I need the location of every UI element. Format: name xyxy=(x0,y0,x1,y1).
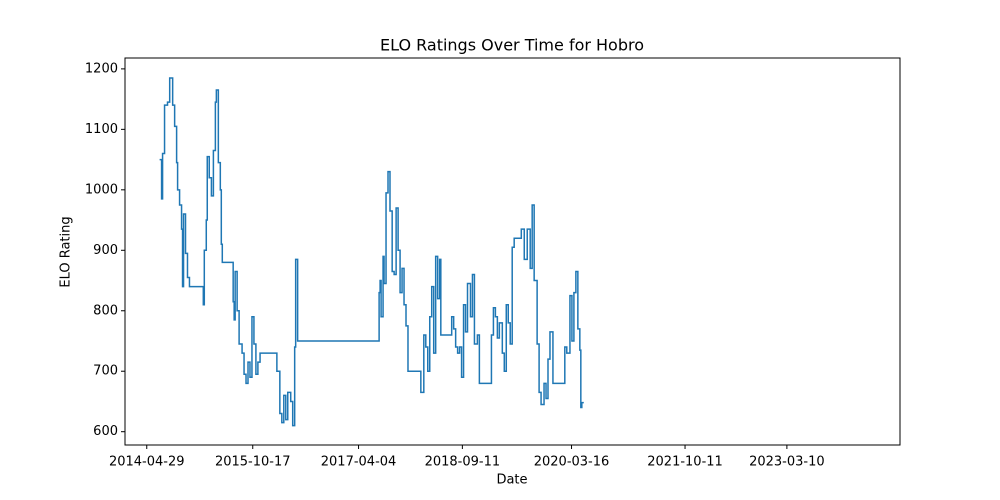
x-axis-label: Date xyxy=(496,473,527,488)
y-tick-label: 1000 xyxy=(85,182,118,197)
y-tick-label: 1100 xyxy=(85,122,118,137)
x-tick-label: 2020-03-16 xyxy=(534,455,610,470)
x-tick-label: 2014-04-29 xyxy=(109,455,185,470)
y-tick-label: 600 xyxy=(93,424,118,439)
rating-line xyxy=(159,77,584,427)
chart-title: ELO Ratings Over Time for Hobro xyxy=(380,36,644,55)
y-tick-label: 800 xyxy=(93,303,118,318)
x-tick-label: 2018-09-11 xyxy=(425,455,501,470)
x-tick-label: 2023-03-10 xyxy=(749,455,825,470)
y-axis-label: ELO Rating xyxy=(59,216,74,287)
y-tick-label: 1200 xyxy=(85,61,118,76)
x-tick-label: 2021-10-11 xyxy=(647,455,723,470)
y-tick-label: 900 xyxy=(93,243,118,258)
y-tick-label: 700 xyxy=(93,364,118,379)
x-tick-label: 2015-10-17 xyxy=(215,455,291,470)
x-tick-label: 2017-04-04 xyxy=(321,455,397,470)
plot-frame xyxy=(124,57,901,446)
